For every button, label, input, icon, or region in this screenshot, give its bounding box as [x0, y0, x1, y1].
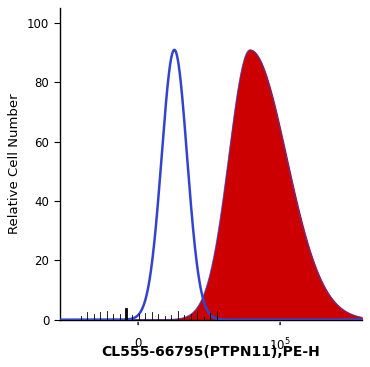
Text: 0: 0 [134, 337, 142, 350]
Text: $10^5$: $10^5$ [269, 337, 291, 353]
Y-axis label: Relative Cell Number: Relative Cell Number [9, 94, 21, 234]
X-axis label: CL555-66795(PTPN11),PE-H: CL555-66795(PTPN11),PE-H [101, 345, 320, 359]
